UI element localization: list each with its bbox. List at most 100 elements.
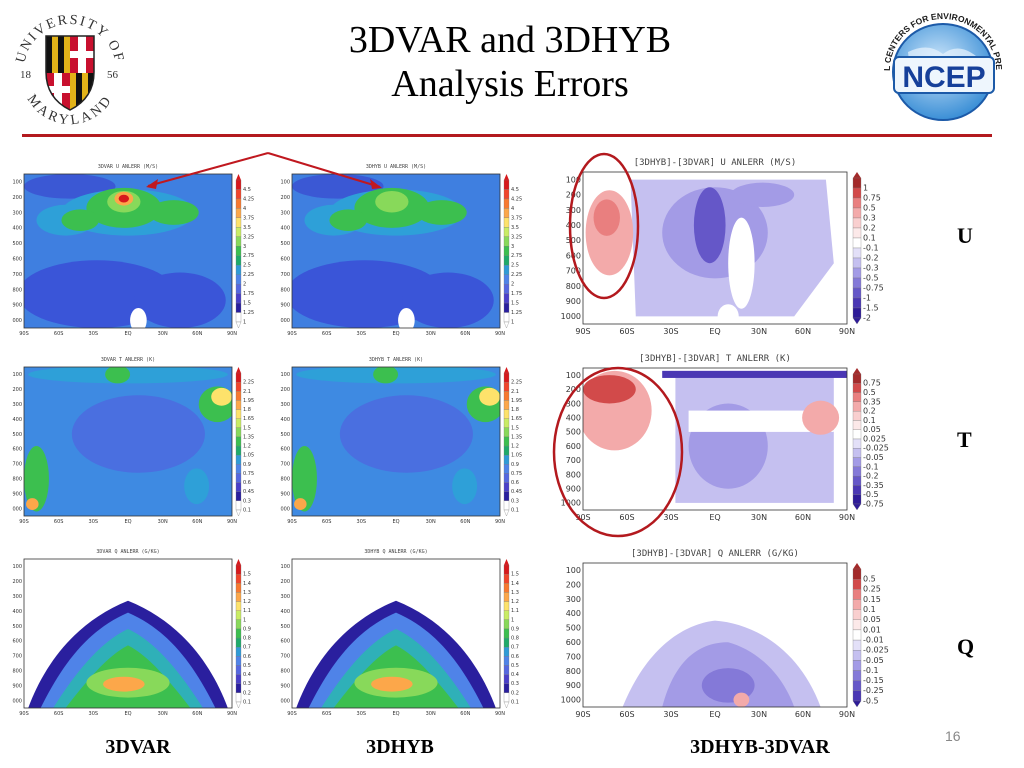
x-tick-label: 30N: [158, 519, 168, 525]
colorbar-label: 2.1: [511, 389, 519, 395]
x-tick-label: 60S: [322, 519, 332, 525]
colorbar-swatch: [503, 208, 510, 219]
colorbar-swatch: [503, 283, 510, 294]
colorbar-swatch: [235, 637, 242, 648]
colorbar-cap: [235, 509, 242, 517]
colorbar-label: 1: [243, 320, 246, 326]
y-tick-label: 400: [280, 417, 290, 423]
colorbar-label: 0.3: [243, 681, 251, 687]
x-tick-label: 90N: [839, 513, 855, 522]
colorbar-label: 1.8: [511, 407, 519, 413]
colorbar-label: 0.6: [243, 654, 251, 660]
colorbar-cap: [503, 509, 510, 517]
colorbar-label: 1.25: [511, 310, 522, 316]
contour-region: [26, 498, 39, 511]
colorbar-swatch: [235, 427, 242, 438]
colorbar-swatch: [235, 265, 242, 275]
chart-title: 3DHYB Q ANLERR (G/KG): [364, 549, 427, 555]
y-tick-label: 600: [566, 442, 581, 451]
colorbar-label: 0.5: [243, 663, 251, 669]
colorbar-swatch: [852, 287, 862, 299]
colorbar-label: -0.5: [863, 490, 879, 499]
x-tick-label: 90N: [495, 331, 505, 337]
colorbar-cap: [853, 563, 861, 569]
colorbar-label: 2.75: [243, 253, 254, 259]
x-tick-label: 30N: [426, 711, 436, 717]
colorbar-swatch: [503, 665, 510, 675]
colorbar-label: 2.1: [243, 389, 251, 395]
x-tick-label: 90N: [227, 331, 237, 337]
y-tick-label: 200: [12, 579, 22, 585]
colorbar-swatch: [503, 473, 510, 483]
colorbar-swatch: [235, 381, 242, 392]
y-tick-label: 500: [566, 236, 581, 245]
colorbar-swatch: [852, 448, 862, 458]
colorbar-label: -1: [863, 293, 871, 302]
chart-u-3dvar: 3DVAR U ANLERR (M/S) 100 200 300 400 500 600 70…: [12, 164, 254, 337]
y-tick-label: 100: [566, 175, 581, 184]
chart-title: 3DVAR Q ANLERR (G/KG): [96, 549, 159, 555]
y-tick-label: 900: [280, 491, 290, 497]
colorbar-label: 0.5: [863, 203, 876, 212]
colorbar-swatch: [852, 639, 862, 651]
title-line-2: Analysis Errors: [391, 63, 629, 105]
x-tick-label: 30N: [158, 711, 168, 717]
contour-region: [130, 307, 147, 328]
colorbar-swatch: [235, 391, 242, 401]
colorbar-label: 0.7: [511, 645, 519, 651]
chart-title: 3DVAR U ANLERR (M/S): [98, 164, 158, 170]
x-tick-label: 90N: [227, 519, 237, 525]
x-tick-label: 60S: [54, 331, 64, 337]
y-tick-label: 1000: [280, 318, 290, 324]
y-tick-label: 300: [12, 402, 22, 408]
colorbar-swatch: [235, 372, 242, 383]
x-tick-label: 60S: [322, 331, 332, 337]
y-tick-label: 400: [566, 221, 581, 230]
colorbar-swatch: [503, 592, 510, 602]
colorbar-swatch: [852, 494, 862, 505]
x-tick-label: 30S: [357, 519, 367, 525]
colorbar-label: 1.75: [243, 291, 254, 297]
colorbar-swatch: [235, 500, 242, 511]
colorbar-swatch: [503, 293, 510, 304]
colorbar-swatch: [235, 628, 242, 639]
y-tick-label: 500: [566, 428, 581, 437]
x-tick-label: 90N: [495, 711, 505, 717]
chart-q-3dhyb: 3DHYB Q ANLERR (G/KG) 100 200 300 400 500 600 7…: [280, 549, 519, 717]
y-tick-label: 600: [280, 639, 290, 645]
colorbar-cap: [236, 559, 241, 565]
y-tick-label: 600: [280, 256, 290, 262]
colorbar-swatch: [852, 257, 862, 269]
colorbar-swatch: [852, 609, 862, 620]
x-tick-label: EQ: [709, 513, 720, 522]
colorbar-swatch: [503, 372, 510, 383]
slide-title: 3DVAR and 3DHYB Analysis Errors: [250, 18, 770, 106]
colorbar-swatch: [503, 217, 510, 228]
colorbar-swatch: [503, 564, 510, 575]
colorbar-label: 0.9: [511, 462, 519, 468]
x-tick-label: 30N: [751, 513, 767, 522]
colorbar-label: 0.75: [243, 471, 254, 477]
colorbar-label: 2: [243, 282, 246, 288]
chart-u-diff: [3DHYB]-[3DVAR] U ANLERR (M/S) 100 200 300 4…: [561, 158, 884, 336]
colorbar-label: 2.75: [511, 253, 522, 259]
colorbar-swatch: [503, 198, 510, 209]
y-tick-label: 200: [280, 579, 290, 585]
x-tick-label: 60N: [460, 711, 470, 717]
y-tick-label: 100: [12, 372, 22, 378]
colorbar-swatch: [852, 690, 862, 702]
colorbar-swatch: [852, 187, 862, 199]
colorbar-swatch: [235, 293, 242, 304]
y-tick-label: 800: [566, 282, 581, 291]
colorbar-swatch: [852, 197, 862, 209]
y-tick-label: 900: [12, 491, 22, 497]
contour-region: [717, 304, 739, 324]
colorbar-swatch: [235, 619, 242, 630]
colorbar-swatch: [235, 217, 242, 228]
colorbar-swatch: [235, 312, 242, 323]
y-tick-label: 400: [280, 226, 290, 232]
colorbar-label: -0.05: [863, 453, 884, 462]
colorbar-swatch: [235, 189, 242, 200]
title-rule: [22, 134, 992, 137]
y-tick-label: 300: [280, 402, 290, 408]
